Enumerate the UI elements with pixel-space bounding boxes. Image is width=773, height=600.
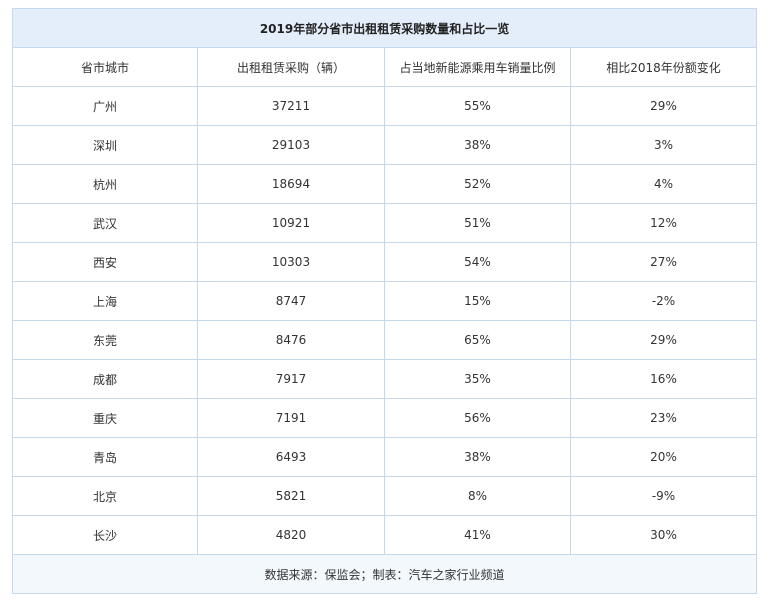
header-row: 省市城市 出租租赁采购（辆） 占当地新能源乘用车销量比例 相比2018年份额变化 (12, 47, 758, 87)
table-row: 深圳 29103 38% 3% (12, 125, 758, 165)
table-row: 成都 7917 35% 16% (12, 359, 758, 399)
table-cell: 青岛 (12, 437, 198, 477)
header-cell: 占当地新能源乘用车销量比例 (384, 47, 571, 87)
table-cell: 4% (569, 164, 758, 204)
table-cell: 东莞 (12, 320, 198, 360)
header-cell: 出租租赁采购（辆） (197, 47, 385, 87)
table-cell: 52% (384, 164, 571, 204)
table-row: 西安 10303 54% 27% (12, 242, 758, 282)
footer-row: 数据来源：保监会；制表：汽车之家行业频道 (11, 554, 758, 594)
table-row: 上海 8747 15% -2% (12, 281, 758, 321)
table-cell: 20% (569, 437, 758, 477)
table-cell: 29% (569, 86, 758, 126)
table-cell: 12% (569, 203, 758, 243)
table-row: 武汉 10921 51% 12% (12, 203, 758, 243)
table-cell: 38% (384, 437, 571, 477)
table-row: 重庆 7191 56% 23% (12, 398, 758, 438)
table-cell: 3% (569, 125, 758, 165)
table-cell: 55% (384, 86, 571, 126)
table-cell: 长沙 (12, 515, 198, 555)
table-wrapper: 2019年部分省市出租租赁采购数量和占比一览 省市城市 出租租赁采购（辆） 占当地新… (11, 8, 758, 594)
table-cell: 15% (384, 281, 571, 321)
table-cell: 8% (384, 476, 571, 516)
table-row: 杭州 18694 52% 4% (12, 164, 758, 204)
table-cell: 北京 (12, 476, 198, 516)
table-cell: 18694 (197, 164, 385, 204)
table-cell: 重庆 (12, 398, 198, 438)
table-cell: 27% (569, 242, 758, 282)
table-cell: 5821 (197, 476, 385, 516)
table-row: 长沙 4820 41% 30% (12, 515, 758, 555)
table-cell: 41% (384, 515, 571, 555)
table-footer: 数据来源：保监会；制表：汽车之家行业频道 (11, 554, 758, 594)
table-cell: 37211 (197, 86, 385, 126)
table-cell: 56% (384, 398, 571, 438)
table-cell: 65% (384, 320, 571, 360)
table-cell: 35% (384, 359, 571, 399)
table-cell: 54% (384, 242, 571, 282)
table-cell: 武汉 (12, 203, 198, 243)
table-cell: -9% (569, 476, 758, 516)
table-row: 东莞 8476 65% 29% (12, 320, 758, 360)
header-cell: 省市城市 (12, 47, 198, 87)
table-cell: 成都 (12, 359, 198, 399)
table-cell: 16% (569, 359, 758, 399)
table-title: 2019年部分省市出租租赁采购数量和占比一览 (11, 8, 758, 48)
title-row: 2019年部分省市出租租赁采购数量和占比一览 (11, 8, 758, 48)
header-cell: 相比2018年份额变化 (569, 47, 758, 87)
table-cell: -2% (569, 281, 758, 321)
table-cell: 8476 (197, 320, 385, 360)
table-cell: 23% (569, 398, 758, 438)
table-cell: 29% (569, 320, 758, 360)
table-cell: 10921 (197, 203, 385, 243)
table-row: 广州 37211 55% 29% (12, 86, 758, 126)
table-cell: 8747 (197, 281, 385, 321)
table-cell: 6493 (197, 437, 385, 477)
table-cell: 30% (569, 515, 758, 555)
table-cell: 10303 (197, 242, 385, 282)
table-cell: 7917 (197, 359, 385, 399)
table-cell: 杭州 (12, 164, 198, 204)
table-cell: 深圳 (12, 125, 198, 165)
table-cell: 29103 (197, 125, 385, 165)
table-cell: 4820 (197, 515, 385, 555)
table-cell: 西安 (12, 242, 198, 282)
table-cell: 38% (384, 125, 571, 165)
table-cell: 上海 (12, 281, 198, 321)
table-cell: 广州 (12, 86, 198, 126)
data-table: 2019年部分省市出租租赁采购数量和占比一览 省市城市 出租租赁采购（辆） 占当地新… (11, 8, 758, 594)
table-cell: 51% (384, 203, 571, 243)
table-cell: 7191 (197, 398, 385, 438)
table-row: 北京 5821 8% -9% (12, 476, 758, 516)
table-row: 青岛 6493 38% 20% (12, 437, 758, 477)
